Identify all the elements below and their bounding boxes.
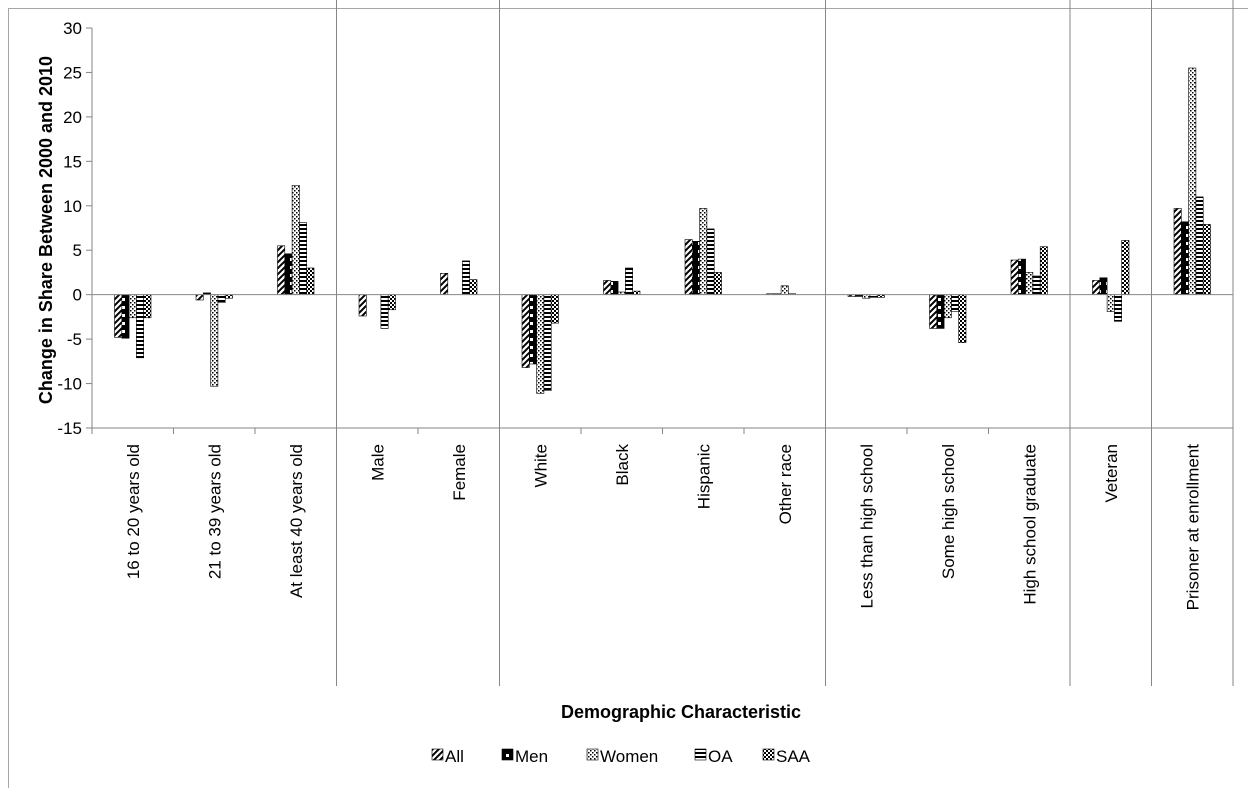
bar-saa xyxy=(224,294,233,299)
bar-men xyxy=(1181,221,1189,295)
bar-women xyxy=(1106,294,1115,312)
bar-all xyxy=(358,294,367,317)
bar-women xyxy=(210,294,219,387)
y-tick-label: -5 xyxy=(67,330,82,349)
bar-men xyxy=(1099,277,1108,295)
bar-all xyxy=(684,239,693,295)
legend-label-women: Women xyxy=(600,747,658,766)
bar-saa xyxy=(632,290,641,295)
y-axis-title: Change in Share Between 2000 and 2010 xyxy=(36,56,56,404)
bar-oa xyxy=(380,294,389,329)
legend-swatch-oa xyxy=(694,748,707,761)
bar-saa xyxy=(958,294,967,343)
bar-women xyxy=(943,294,952,319)
y-tick-label: 15 xyxy=(63,152,82,171)
x-tick-label: Male xyxy=(368,444,387,481)
bar-all xyxy=(277,245,286,295)
x-tick-label: 16 to 20 years old xyxy=(124,444,143,579)
bar-women xyxy=(291,185,300,295)
bar-all xyxy=(1092,280,1101,295)
bar-women xyxy=(699,208,708,295)
bar-saa xyxy=(1121,240,1130,295)
bar-oa xyxy=(625,267,634,295)
bar-men xyxy=(936,294,945,329)
bar-oa xyxy=(136,294,144,359)
bar-oa xyxy=(217,294,226,303)
bar-saa xyxy=(1039,246,1048,295)
bar-women xyxy=(862,294,871,299)
bar-women xyxy=(780,285,789,295)
legend-label-men: Men xyxy=(515,747,548,766)
bar-men xyxy=(528,294,537,365)
bar-oa xyxy=(1114,294,1123,322)
bar-women xyxy=(536,294,545,394)
y-tick-label: -10 xyxy=(57,375,82,394)
bar-all xyxy=(603,280,612,295)
bar-all xyxy=(440,273,449,295)
x-tick-label: Hispanic xyxy=(694,444,713,510)
bar-men xyxy=(284,253,293,295)
legend-swatch-all xyxy=(431,748,444,761)
bar-saa xyxy=(1202,224,1211,295)
y-tick-label: 0 xyxy=(73,286,82,305)
bar-men xyxy=(691,241,700,295)
y-tick-label: 30 xyxy=(63,19,82,38)
bar-oa xyxy=(951,294,960,312)
bar-all xyxy=(1010,259,1019,295)
bar-oa xyxy=(462,260,470,295)
legend-swatch-saa xyxy=(762,748,775,761)
x-tick-label: Other race xyxy=(776,444,795,524)
x-tick-label: High school graduate xyxy=(1020,444,1039,605)
bar-saa xyxy=(306,267,315,295)
x-tick-label: White xyxy=(531,444,550,487)
bar-all xyxy=(1173,208,1182,295)
bar-oa xyxy=(706,228,715,295)
legend-label-saa: SAA xyxy=(776,747,811,766)
bar-men xyxy=(1017,258,1026,295)
bar-women xyxy=(128,294,137,319)
y-tick-label: 25 xyxy=(63,63,82,82)
legend-swatch-women xyxy=(586,748,599,761)
x-axis-title: Demographic Characteristic xyxy=(561,702,801,722)
chart-frame xyxy=(8,8,1248,788)
bar-women xyxy=(1025,272,1034,295)
bar-saa xyxy=(550,294,559,324)
x-tick-label: Female xyxy=(450,444,469,501)
bar-oa xyxy=(543,294,552,391)
x-tick-label: Veteran xyxy=(1102,444,1121,503)
x-tick-label: At least 40 years old xyxy=(287,444,306,598)
bar-men xyxy=(121,294,130,339)
legend-label-all: All xyxy=(445,747,464,766)
bar-all xyxy=(195,294,204,301)
bar-saa xyxy=(143,294,152,319)
y-tick-label: -15 xyxy=(57,419,82,438)
x-tick-label: Prisoner at enrollment xyxy=(1183,444,1202,611)
bar-oa xyxy=(299,222,307,295)
bar-saa xyxy=(387,294,396,311)
bar-oa xyxy=(1195,196,1204,295)
y-tick-label: 5 xyxy=(73,241,82,260)
bar-all xyxy=(521,294,530,368)
bar-saa xyxy=(469,279,478,295)
x-tick-label: Black xyxy=(613,444,632,486)
x-tick-label: Some high school xyxy=(939,444,958,579)
legend-swatch-men xyxy=(501,748,514,761)
bar-all xyxy=(114,294,123,338)
bar-oa xyxy=(1032,275,1041,295)
bar-all xyxy=(929,294,938,329)
bar-women xyxy=(1188,67,1197,295)
bar-saa xyxy=(713,272,722,295)
x-tick-label: Less than high school xyxy=(857,444,876,608)
y-tick-label: 20 xyxy=(63,108,82,127)
x-tick-label: 21 to 39 years old xyxy=(205,444,224,579)
bar-men xyxy=(610,281,619,295)
y-tick-label: 10 xyxy=(63,197,82,216)
legend-label-oa: OA xyxy=(708,747,733,766)
